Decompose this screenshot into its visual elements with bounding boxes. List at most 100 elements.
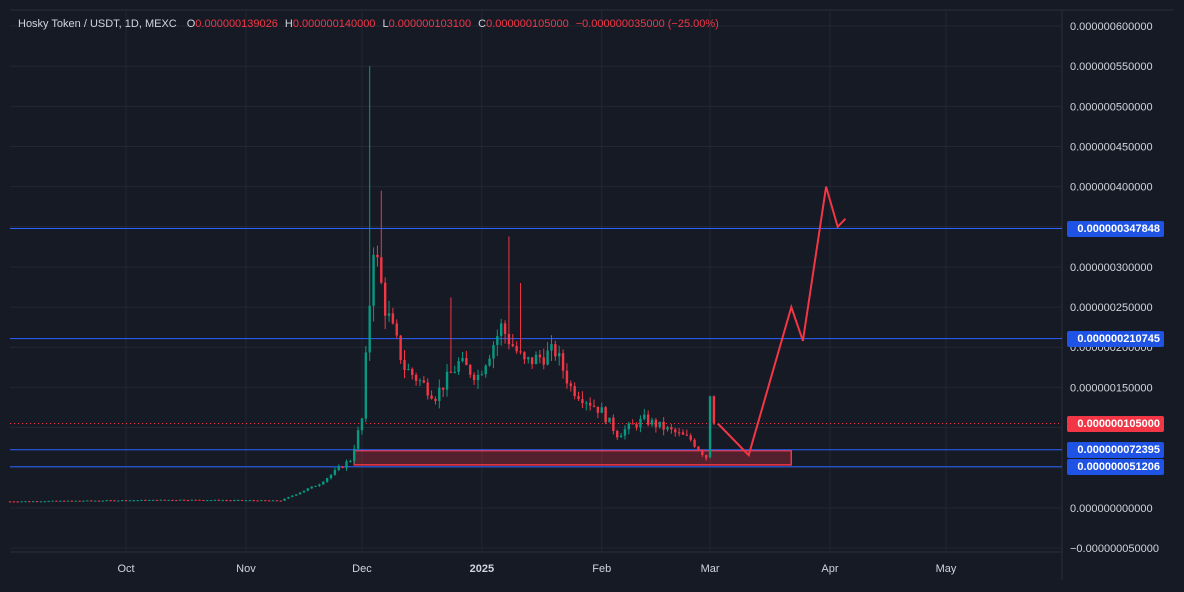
candle-down bbox=[414, 374, 418, 381]
candle-down bbox=[592, 405, 596, 407]
level-price-tag: 0.000000072395 bbox=[1067, 441, 1164, 458]
candle-down bbox=[616, 430, 619, 438]
candle-down bbox=[380, 257, 383, 283]
candle-up bbox=[558, 353, 561, 357]
candle-down bbox=[175, 500, 178, 502]
candle-up bbox=[233, 500, 236, 502]
candle-up bbox=[333, 470, 337, 475]
candle-down bbox=[662, 421, 665, 430]
candle-down bbox=[275, 500, 279, 502]
candle-down bbox=[78, 500, 81, 502]
candle-down bbox=[341, 466, 344, 468]
candle-up bbox=[306, 488, 310, 491]
candle-up bbox=[457, 361, 460, 372]
candle-up bbox=[24, 501, 27, 503]
candle-down bbox=[403, 359, 406, 370]
y-tick-label: 0.000000600000 bbox=[1070, 21, 1153, 33]
candle-up bbox=[364, 352, 368, 419]
candle-up bbox=[209, 500, 213, 502]
candle-up bbox=[527, 357, 530, 360]
level-price-tag: 0.000000051206 bbox=[1067, 458, 1164, 475]
candle-up bbox=[105, 500, 108, 502]
candle-down bbox=[395, 323, 398, 336]
candle-up bbox=[213, 499, 217, 501]
candle-down bbox=[124, 500, 128, 502]
candle-down bbox=[279, 500, 282, 502]
candle-up bbox=[66, 500, 70, 502]
candle-up bbox=[136, 500, 139, 502]
candle-down bbox=[55, 500, 58, 502]
y-tick-label: 0.000000250000 bbox=[1070, 302, 1153, 314]
candle-up bbox=[407, 368, 410, 370]
projection-path[interactable] bbox=[717, 186, 847, 458]
candle-up bbox=[356, 430, 360, 449]
candle-down bbox=[163, 499, 166, 501]
candle-down bbox=[654, 419, 658, 428]
ohlc-legend: Hosky Token / USDT, 1D, MEXC O 0.0000001… bbox=[18, 15, 719, 33]
candle-up bbox=[372, 254, 375, 306]
candle-up bbox=[93, 500, 97, 502]
candle-up bbox=[585, 402, 588, 404]
candle-down bbox=[465, 358, 468, 366]
candle-up bbox=[600, 407, 603, 413]
candle-up bbox=[492, 344, 495, 359]
symbol-title[interactable]: Hosky Token / USDT, 1D, MEXC bbox=[18, 18, 177, 30]
candle-down bbox=[670, 427, 673, 430]
current-price-tag: 0.000000105000 bbox=[1067, 415, 1164, 432]
candle-up bbox=[643, 414, 646, 419]
candle-down bbox=[469, 365, 472, 375]
y-tick-label: 0.000000500000 bbox=[1070, 101, 1153, 113]
candle-down bbox=[612, 417, 615, 431]
y-tick-label: 0.000000000000 bbox=[1070, 503, 1153, 515]
candle-down bbox=[565, 370, 569, 384]
candle-down bbox=[577, 396, 580, 400]
candle-up bbox=[271, 500, 275, 502]
candle-down bbox=[631, 423, 634, 425]
candle-down bbox=[646, 414, 650, 425]
candle-up bbox=[120, 500, 124, 502]
support-zone[interactable] bbox=[353, 449, 793, 466]
grid bbox=[10, 10, 1062, 552]
open-label: O bbox=[186, 18, 196, 30]
candle-down bbox=[264, 500, 267, 502]
y-tick-label: 0.000000400000 bbox=[1070, 182, 1153, 194]
open-value: 0.000000139026 bbox=[195, 18, 278, 30]
candle-down bbox=[519, 351, 522, 353]
candle-down bbox=[240, 499, 244, 501]
high-value: 0.000000140000 bbox=[292, 18, 376, 30]
candle-down bbox=[604, 407, 607, 423]
candle-down bbox=[144, 499, 147, 501]
candle-down bbox=[515, 346, 518, 352]
candle-up bbox=[461, 358, 464, 362]
candle-down bbox=[561, 353, 565, 371]
candle-down bbox=[635, 424, 638, 428]
candle-down bbox=[581, 399, 584, 404]
candle-down bbox=[588, 402, 592, 406]
candle-up bbox=[221, 500, 224, 502]
candles bbox=[8, 66, 716, 503]
candle-down bbox=[596, 406, 600, 413]
candle-up bbox=[101, 500, 105, 502]
candle-down bbox=[229, 500, 232, 502]
candle-down bbox=[35, 501, 39, 503]
candle-down bbox=[113, 500, 116, 502]
candle-down bbox=[267, 500, 271, 502]
change-value: −0.000000035000 (−25.00%) bbox=[575, 18, 719, 30]
candle-up bbox=[438, 387, 441, 401]
candle-down bbox=[109, 500, 112, 502]
candle-down bbox=[8, 501, 12, 503]
candle-up bbox=[302, 490, 306, 493]
candle-up bbox=[360, 418, 364, 431]
candle-up bbox=[159, 499, 163, 501]
candle-up bbox=[132, 500, 135, 502]
candle-up bbox=[39, 501, 43, 503]
candle-down bbox=[554, 344, 557, 357]
x-tick-label: Nov bbox=[236, 563, 256, 575]
candle-down bbox=[674, 429, 677, 433]
candle-down bbox=[155, 499, 159, 501]
candle-up bbox=[627, 423, 631, 430]
candle-down bbox=[530, 357, 534, 365]
candle-up bbox=[322, 481, 325, 485]
